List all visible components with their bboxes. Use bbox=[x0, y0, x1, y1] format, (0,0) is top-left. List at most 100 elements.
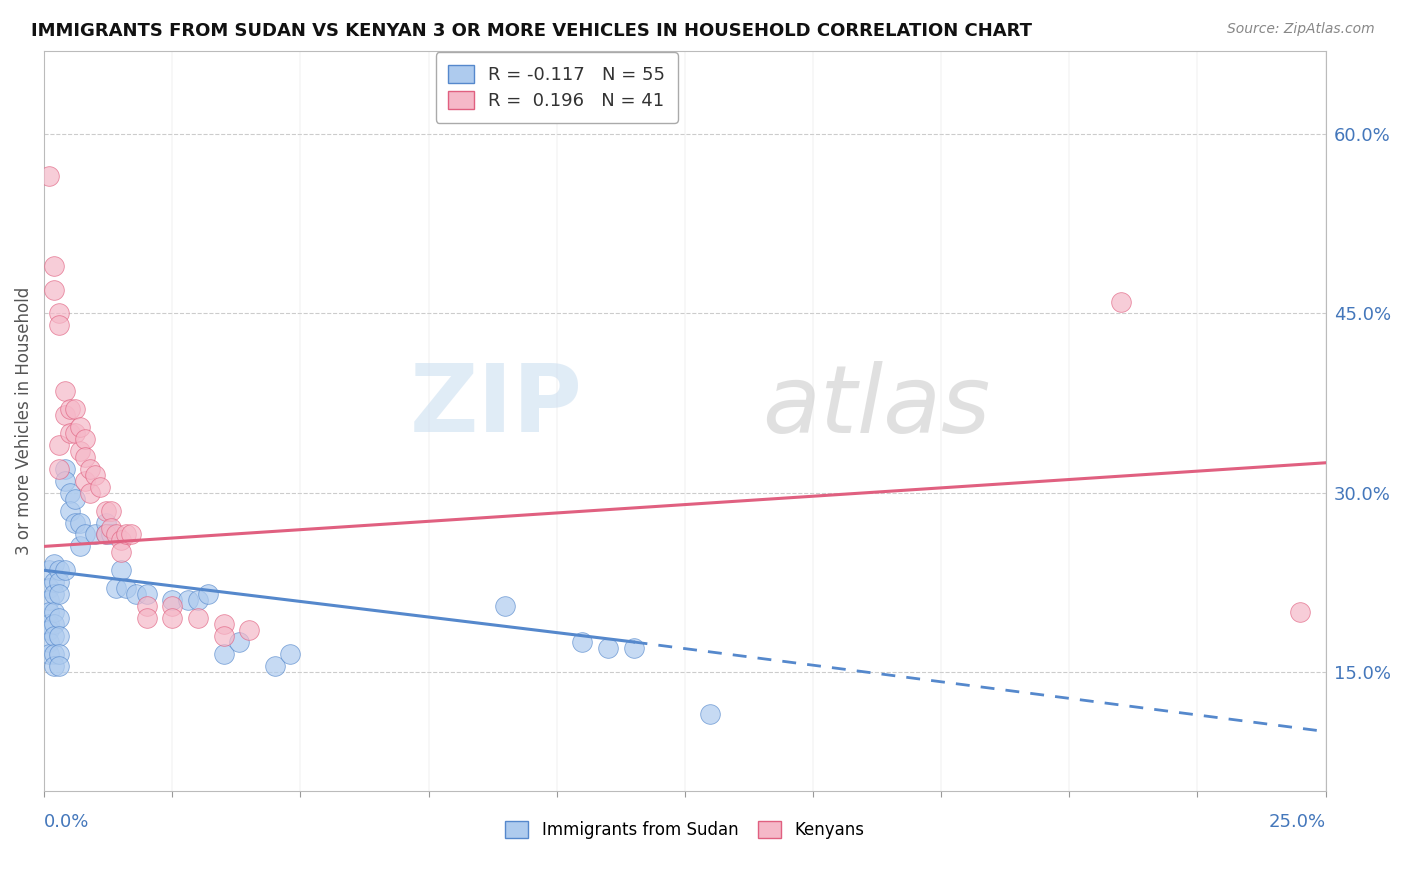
Point bbox=[110, 545, 132, 559]
Point bbox=[212, 647, 235, 661]
Point bbox=[1109, 294, 1132, 309]
Point bbox=[44, 658, 66, 673]
Point bbox=[59, 503, 82, 517]
Point bbox=[135, 587, 157, 601]
Text: 0.0%: 0.0% bbox=[44, 814, 90, 831]
Point bbox=[162, 593, 184, 607]
Point bbox=[176, 593, 198, 607]
Point bbox=[44, 617, 66, 632]
Point bbox=[110, 533, 132, 548]
Point bbox=[63, 516, 86, 530]
Point bbox=[53, 462, 76, 476]
Point bbox=[75, 450, 97, 464]
Point bbox=[44, 647, 66, 661]
Point bbox=[623, 640, 645, 655]
Point bbox=[48, 611, 70, 625]
Point bbox=[44, 587, 66, 601]
Point bbox=[115, 581, 138, 595]
Text: IMMIGRANTS FROM SUDAN VS KENYAN 3 OR MORE VEHICLES IN HOUSEHOLD CORRELATION CHAR: IMMIGRANTS FROM SUDAN VS KENYAN 3 OR MOR… bbox=[31, 22, 1032, 40]
Point bbox=[63, 491, 86, 506]
Point bbox=[94, 527, 117, 541]
Point bbox=[53, 384, 76, 398]
Point bbox=[84, 467, 107, 482]
Point bbox=[38, 647, 60, 661]
Point bbox=[38, 563, 60, 577]
Y-axis label: 3 or more Vehicles in Household: 3 or more Vehicles in Household bbox=[15, 287, 32, 555]
Point bbox=[79, 485, 101, 500]
Point bbox=[125, 587, 148, 601]
Legend: Immigrants from Sudan, Kenyans: Immigrants from Sudan, Kenyans bbox=[498, 814, 872, 846]
Point bbox=[197, 587, 219, 601]
Point bbox=[38, 635, 60, 649]
Text: ZIP: ZIP bbox=[409, 360, 582, 452]
Point bbox=[38, 623, 60, 637]
Point bbox=[162, 611, 184, 625]
Point bbox=[699, 706, 721, 721]
Point bbox=[59, 485, 82, 500]
Point bbox=[48, 438, 70, 452]
Point bbox=[94, 527, 117, 541]
Point bbox=[53, 563, 76, 577]
Point bbox=[69, 420, 91, 434]
Point bbox=[63, 402, 86, 417]
Point bbox=[75, 474, 97, 488]
Text: 25.0%: 25.0% bbox=[1268, 814, 1326, 831]
Point bbox=[94, 503, 117, 517]
Text: atlas: atlas bbox=[762, 360, 990, 451]
Point bbox=[110, 563, 132, 577]
Point bbox=[48, 318, 70, 333]
Point bbox=[44, 605, 66, 619]
Point bbox=[100, 527, 122, 541]
Point bbox=[63, 425, 86, 440]
Point bbox=[263, 658, 285, 673]
Point bbox=[48, 629, 70, 643]
Point bbox=[94, 516, 117, 530]
Point bbox=[104, 527, 127, 541]
Point bbox=[59, 425, 82, 440]
Point bbox=[100, 521, 122, 535]
Point bbox=[212, 617, 235, 632]
Point bbox=[162, 599, 184, 614]
Point bbox=[44, 558, 66, 572]
Point bbox=[48, 647, 70, 661]
Point bbox=[48, 587, 70, 601]
Point bbox=[100, 503, 122, 517]
Point bbox=[571, 635, 593, 649]
Point bbox=[187, 593, 209, 607]
Point bbox=[89, 480, 111, 494]
Point bbox=[212, 629, 235, 643]
Point bbox=[44, 259, 66, 273]
Point bbox=[494, 599, 516, 614]
Point bbox=[75, 527, 97, 541]
Point bbox=[596, 640, 619, 655]
Point bbox=[115, 527, 138, 541]
Point bbox=[53, 474, 76, 488]
Text: Source: ZipAtlas.com: Source: ZipAtlas.com bbox=[1227, 22, 1375, 37]
Point bbox=[48, 575, 70, 590]
Point bbox=[44, 283, 66, 297]
Point bbox=[104, 581, 127, 595]
Point bbox=[48, 462, 70, 476]
Point bbox=[120, 527, 142, 541]
Point bbox=[48, 563, 70, 577]
Point bbox=[69, 443, 91, 458]
Point bbox=[79, 462, 101, 476]
Point bbox=[38, 605, 60, 619]
Point bbox=[38, 617, 60, 632]
Point bbox=[38, 593, 60, 607]
Point bbox=[278, 647, 301, 661]
Point bbox=[84, 527, 107, 541]
Point bbox=[135, 611, 157, 625]
Point bbox=[187, 611, 209, 625]
Point bbox=[44, 629, 66, 643]
Point bbox=[228, 635, 250, 649]
Point bbox=[238, 623, 260, 637]
Point bbox=[38, 169, 60, 183]
Point bbox=[59, 402, 82, 417]
Point bbox=[69, 516, 91, 530]
Point bbox=[69, 540, 91, 554]
Point bbox=[53, 408, 76, 422]
Point bbox=[48, 658, 70, 673]
Point bbox=[48, 306, 70, 320]
Point bbox=[1289, 605, 1312, 619]
